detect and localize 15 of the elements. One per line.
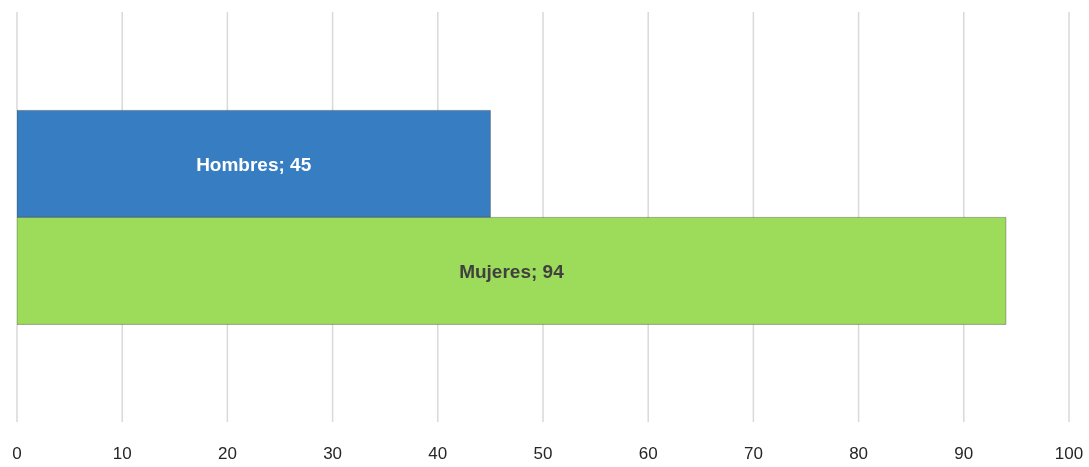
x-tick-label: 50 [533, 444, 553, 464]
x-tick-label: 70 [743, 444, 763, 464]
x-tick-label: 20 [217, 444, 237, 464]
x-tick-label: 0 [12, 444, 22, 464]
x-tick-label: 80 [849, 444, 869, 464]
x-tick-label: 60 [638, 444, 658, 464]
series-label: Hombres [196, 153, 279, 175]
data-label: ; 45 [278, 153, 312, 175]
series-label: Mujeres [459, 260, 531, 282]
x-tick-label: 30 [323, 444, 343, 464]
x-tick-label: 10 [112, 444, 132, 464]
x-tick-label: 40 [428, 444, 448, 464]
x-tick-label: 90 [954, 444, 974, 464]
x-tick-label: 100 [1054, 444, 1084, 464]
data-label: ; 94 [530, 260, 565, 282]
